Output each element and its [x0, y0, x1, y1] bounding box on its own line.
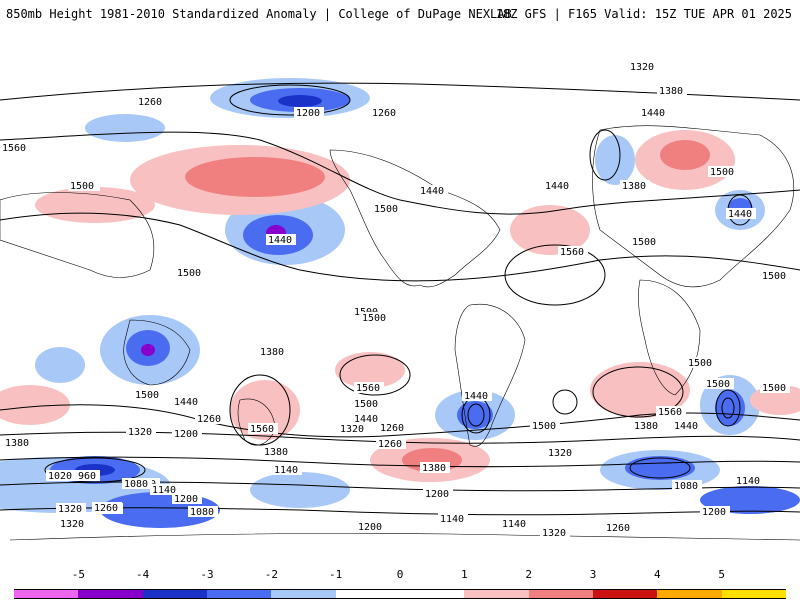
contour-label: 1500 [354, 399, 378, 410]
contour-label: 1500 [532, 421, 556, 432]
contour-label: 1380 [659, 86, 683, 97]
colorbar-tick-label: -3 [200, 568, 214, 581]
contour-label: 1560 [250, 424, 274, 435]
contour-label: 1200 [702, 507, 726, 518]
colorbar-tick-label: 2 [525, 568, 532, 581]
contour-label: 1260 [94, 503, 118, 514]
colorbar-segment [400, 589, 465, 599]
contour-label: 1200 [174, 494, 198, 505]
contour-label: 1440 [464, 391, 488, 402]
colorbar-tick-label: 0 [396, 568, 404, 581]
contour-label: 1140 [152, 485, 176, 496]
anomaly-map: 1320 1380 1260 1200 1260 1440 1560 1500 … [0, 40, 800, 557]
contour-label: 1500 [710, 167, 734, 178]
contour-label: 1380 [260, 347, 284, 358]
colorbar-segment [593, 589, 658, 599]
colorbar-tick-label: -5 [71, 568, 85, 581]
contour-label: 1440 [354, 414, 378, 425]
colorbar-tick-label: 5 [718, 568, 725, 581]
colorbar-segment [464, 589, 529, 599]
contour-label: 1440 [545, 181, 569, 192]
colorbar-segment [14, 589, 79, 599]
negative-anomaly-regions [0, 78, 800, 528]
header-bar: 850mb Height 1981-2010 Standardized Anom… [0, 0, 800, 30]
contour-label: 1560 [2, 143, 26, 154]
contour-label: 1020 [48, 471, 72, 482]
colorbar-tick-label: -1 [329, 568, 343, 581]
colorbar-legend: -5 -4 -3 -2 -1 0 1 2 3 4 5 [0, 568, 800, 600]
contour-label: 1560 [658, 407, 682, 418]
contour-label: 1560 [560, 247, 584, 258]
colorbar-segment [721, 589, 786, 599]
contour-label: 1440 [641, 108, 665, 119]
contour-label: 1320 [58, 504, 82, 515]
contour-label: 1380 [5, 438, 29, 449]
contour-label: 1500 [70, 181, 94, 192]
contour-label: 1320 [542, 528, 566, 539]
contour-label: 1080 [190, 507, 214, 518]
map-canvas: 1320 1380 1260 1200 1260 1440 1560 1500 … [0, 61, 800, 541]
contour-label: 1440 [674, 421, 698, 432]
contour-label: 1200 [358, 522, 382, 533]
contour-label: 1440 [268, 235, 292, 246]
contour-label: 1380 [622, 181, 646, 192]
contour-label: 1500 [632, 237, 656, 248]
contour-label: 1260 [138, 97, 162, 108]
contour-label: 1440 [174, 397, 198, 408]
contour-label: 1440 [420, 186, 444, 197]
colorbar-segment [335, 589, 400, 599]
colorbar-segment [528, 589, 593, 599]
contour-label: 1260 [606, 523, 630, 534]
contour-label: 1440 [728, 209, 752, 220]
contour-label: 1560 [356, 383, 380, 394]
contour-label: 1320 [340, 424, 364, 435]
contour-label: 1260 [197, 414, 221, 425]
colorbar-tick-label: -4 [136, 568, 150, 581]
contour-label: 1200 [174, 429, 198, 440]
contour-label: 1380 [264, 447, 288, 458]
contour-label: 1500 [706, 379, 730, 390]
contour-label: 1260 [378, 439, 402, 450]
contour-label: 1140 [736, 476, 760, 487]
contour-label: 1380 [422, 463, 446, 474]
contour-label: 1500 [135, 390, 159, 401]
colorbar-tick-label: 3 [589, 568, 597, 581]
contour-label: 1500 [688, 358, 712, 369]
contour-label: 1500 [362, 313, 386, 324]
contour-label: 1380 [634, 421, 658, 432]
contour-label: 1080 [674, 481, 698, 492]
colorbar-tick-label: 1 [461, 568, 468, 581]
contour-label: 960 [78, 471, 96, 482]
positive-anomaly-regions [0, 130, 800, 482]
contour-label: 1140 [502, 519, 526, 530]
contour-label: 1500 [177, 268, 201, 279]
contour-labels: 1320 1380 1260 1200 1260 1440 1560 1500 … [0, 61, 790, 539]
contour-label: 1320 [128, 427, 152, 438]
model-valid-time: 18Z GFS | F165 Valid: 15Z TUE APR 01 202… [495, 7, 792, 21]
contour-label: 1500 [762, 383, 786, 394]
colorbar-segment [657, 589, 722, 599]
contour-label: 1260 [380, 423, 404, 434]
map-title: 850mb Height 1981-2010 Standardized Anom… [6, 7, 512, 21]
colorbar-segment [207, 589, 272, 599]
contour-label: 1200 [296, 108, 320, 119]
contour-label: 1320 [630, 62, 654, 73]
coastlines [0, 125, 800, 541]
contour-label: 1500 [374, 204, 398, 215]
colorbar-tick-label: 4 [654, 568, 661, 581]
contour-label: 1320 [60, 519, 84, 530]
contour-label: 1140 [440, 514, 464, 525]
colorbar-segment [271, 589, 336, 599]
contour-label: 1080 [124, 479, 148, 490]
contour-label: 1500 [762, 271, 786, 282]
contour-label: 1140 [274, 465, 298, 476]
contour-label: 1200 [425, 489, 449, 500]
colorbar-tick-label: -2 [264, 568, 278, 581]
colorbar-segment [78, 589, 143, 599]
contour-label: 1320 [548, 448, 572, 459]
colorbar-segment [142, 589, 207, 599]
contour-label: 1260 [372, 108, 396, 119]
